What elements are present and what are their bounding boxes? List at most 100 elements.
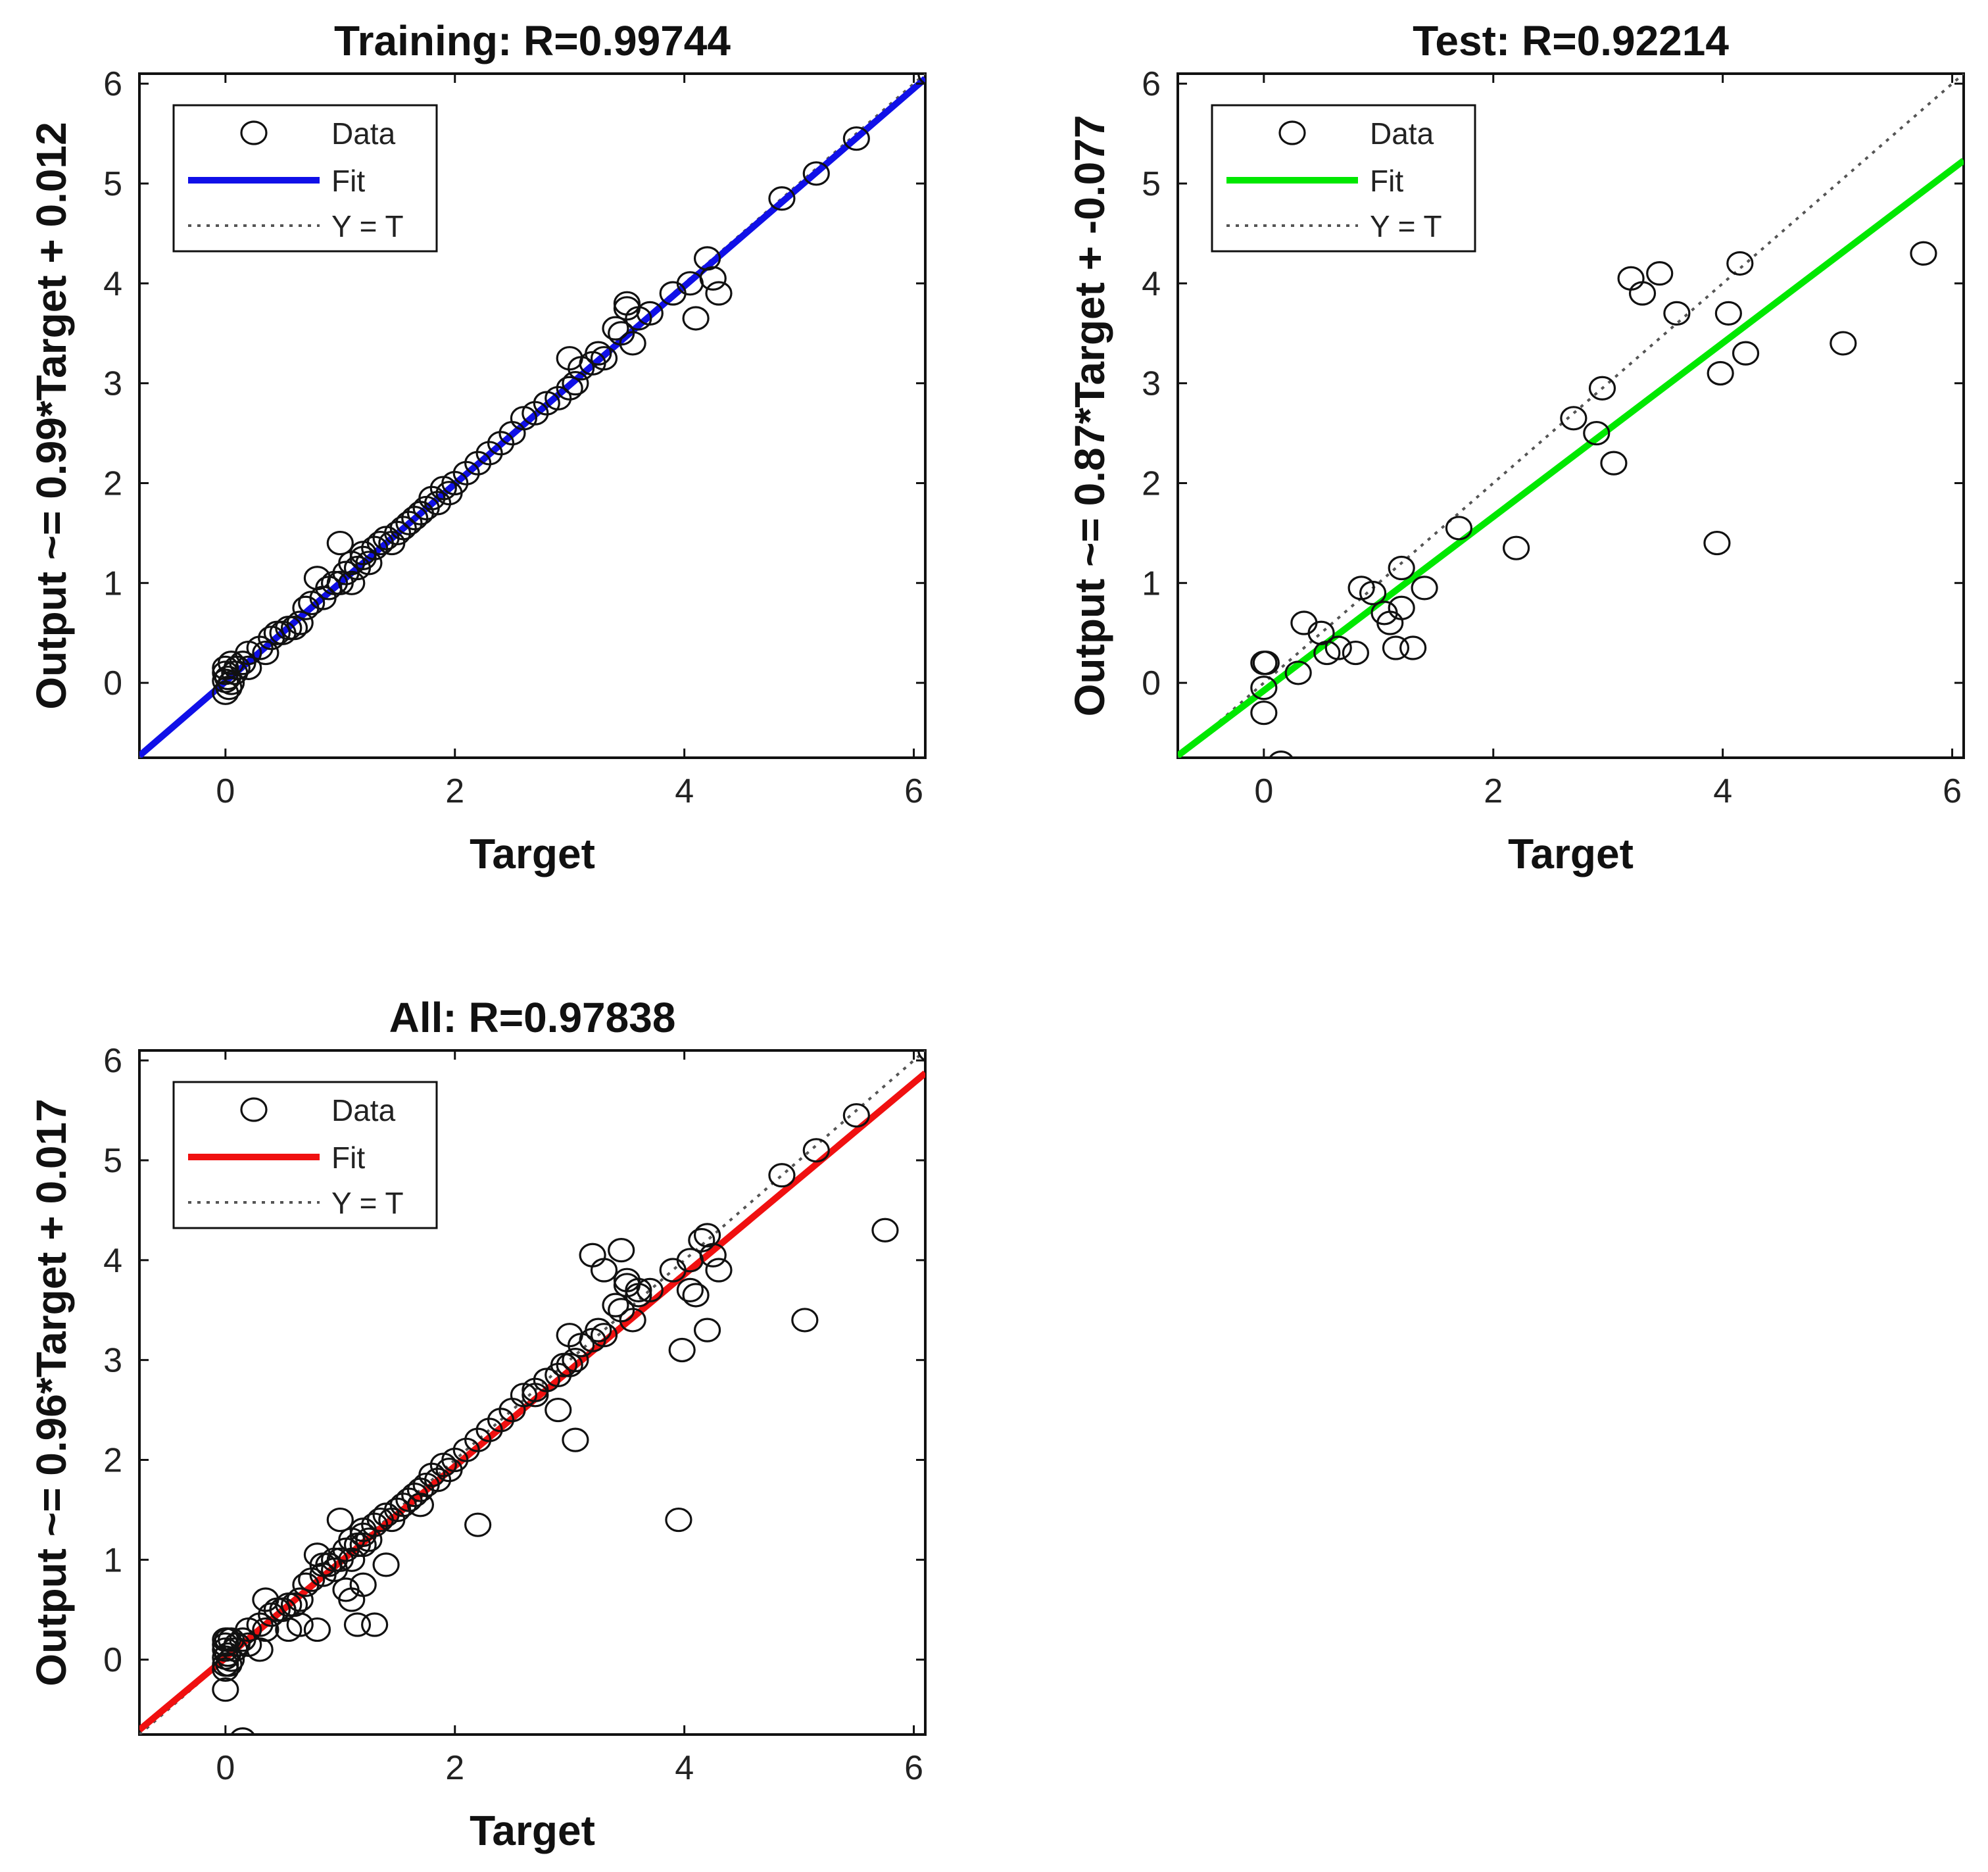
training-data-point <box>556 376 583 401</box>
training-data-point <box>802 161 830 186</box>
all-data-point <box>791 1308 819 1333</box>
all-legend-label: Y = T <box>331 1186 404 1220</box>
test-data-point <box>1726 251 1754 276</box>
training-data-point <box>842 126 870 151</box>
all-data-point <box>326 1507 354 1533</box>
training-x-tick-label: 0 <box>216 772 235 810</box>
test-y-equals-t-line <box>1178 74 1964 758</box>
test-data-point <box>1359 580 1387 606</box>
test-legend: Data Fit Y = T <box>1211 104 1476 253</box>
all-data-point <box>668 1337 696 1363</box>
all-data-point <box>303 1617 331 1642</box>
all-y-tick-label: 3 <box>103 1342 122 1380</box>
test-legend-label: Y = T <box>1370 209 1442 243</box>
all-data-point <box>217 1647 245 1672</box>
all-data-point <box>688 1227 715 1253</box>
all-data-point <box>802 1138 830 1163</box>
all-legend: Data Fit Y = T <box>172 1081 438 1229</box>
training-data-point <box>619 331 646 356</box>
training-data-point <box>286 610 314 635</box>
all-data-point <box>246 1637 274 1662</box>
test-data-point <box>1399 635 1427 660</box>
test-legend-data-marker <box>1278 120 1306 145</box>
test-data-point <box>1503 535 1530 560</box>
test-data-point <box>1250 701 1278 726</box>
test-data-point <box>1600 451 1628 476</box>
test-data-point <box>1388 595 1415 620</box>
all-data-point <box>550 1352 578 1377</box>
test-y-tick-label: 0 <box>1142 664 1161 702</box>
all-x-tick-label: 2 <box>445 1749 464 1787</box>
training-data-point <box>280 616 308 641</box>
training-data-point <box>562 371 589 396</box>
test-data-point <box>1307 620 1335 645</box>
all-data-point <box>602 1293 629 1318</box>
all-chart-title: All: R=0.97838 <box>389 994 676 1041</box>
training-data-point <box>682 306 710 331</box>
all-data-point <box>372 1552 400 1577</box>
training-legend-label: Fit <box>331 164 365 198</box>
all-x-tick-label: 4 <box>675 1749 694 1787</box>
test-x-tick-label: 4 <box>1713 772 1732 810</box>
all-x-axis-label: Target <box>470 1807 595 1854</box>
training-data-point <box>338 570 366 595</box>
test-data-point <box>1269 750 1294 758</box>
all-data-point <box>562 1427 589 1452</box>
training-x-tick-label: 6 <box>904 772 923 810</box>
all-data-point <box>585 1318 612 1342</box>
all-data-point <box>705 1258 733 1283</box>
all-data-point <box>349 1532 377 1558</box>
training-y-tick-label: 3 <box>103 365 122 403</box>
training-y-axis-label: Output ~= 0.99*Target + 0.012 <box>28 122 75 709</box>
test-x-tick-label: 2 <box>1484 772 1503 810</box>
all-data-point <box>619 1308 646 1333</box>
training-data-point <box>252 640 279 666</box>
test-panel: 0 2 4 6 0 1 2 3 4 5 6 Test: R=0.92214 Target Output ~… <box>1066 17 1965 877</box>
test-data-point <box>1910 241 1937 266</box>
all-data-point <box>230 1727 255 1735</box>
test-data-point <box>1252 651 1280 676</box>
all-data-point <box>676 1277 704 1302</box>
training-data-point <box>235 655 262 680</box>
test-y-tick-label: 2 <box>1142 464 1161 503</box>
test-data-point <box>1445 516 1473 541</box>
test-chart-title: Test: R=0.92214 <box>1413 17 1729 64</box>
all-y-tick-label: 1 <box>103 1541 122 1579</box>
test-data-point <box>1583 420 1611 446</box>
training-x-tick-label: 2 <box>445 772 464 810</box>
test-data-point <box>1830 331 1857 356</box>
training-panel: 0 2 4 6 0 1 2 3 4 5 6 Training: R=0.99744 Target Outp… <box>28 17 927 877</box>
test-data-point <box>1560 406 1588 431</box>
training-y-tick-label: 1 <box>103 564 122 603</box>
all-y-tick-label: 0 <box>103 1641 122 1679</box>
training-data-point <box>326 530 354 556</box>
all-data-point <box>590 1258 618 1283</box>
test-data-point <box>1628 281 1657 306</box>
test-data-point <box>1646 261 1674 286</box>
all-data-point <box>590 1323 618 1348</box>
all-data-point <box>871 1218 899 1243</box>
all-data-point <box>556 1352 583 1377</box>
test-data-point <box>1342 640 1370 666</box>
training-y-tick-label: 6 <box>103 65 122 103</box>
test-data-point <box>1250 676 1278 701</box>
all-x-tick-label: 6 <box>904 1749 923 1787</box>
all-data-point <box>545 1397 572 1423</box>
test-plot-area <box>1178 74 1964 758</box>
all-data-point <box>768 1163 796 1188</box>
test-data-point <box>1732 341 1760 366</box>
all-plot-area <box>139 1050 925 1735</box>
training-plot-area <box>139 74 925 758</box>
all-data-point <box>464 1512 492 1537</box>
all-data-point <box>355 1527 383 1552</box>
test-legend-label: Data <box>1370 116 1434 151</box>
training-legend-label: Data <box>331 116 396 151</box>
test-y-tick-label: 6 <box>1142 65 1161 103</box>
test-data-point <box>1707 360 1734 386</box>
all-x-tick-label: 0 <box>216 1749 235 1787</box>
test-data-point <box>1703 530 1731 556</box>
all-data-point <box>842 1103 870 1128</box>
all-legend-label: Data <box>331 1093 396 1127</box>
all-data-point <box>349 1572 377 1597</box>
all-data-point <box>212 1677 239 1702</box>
